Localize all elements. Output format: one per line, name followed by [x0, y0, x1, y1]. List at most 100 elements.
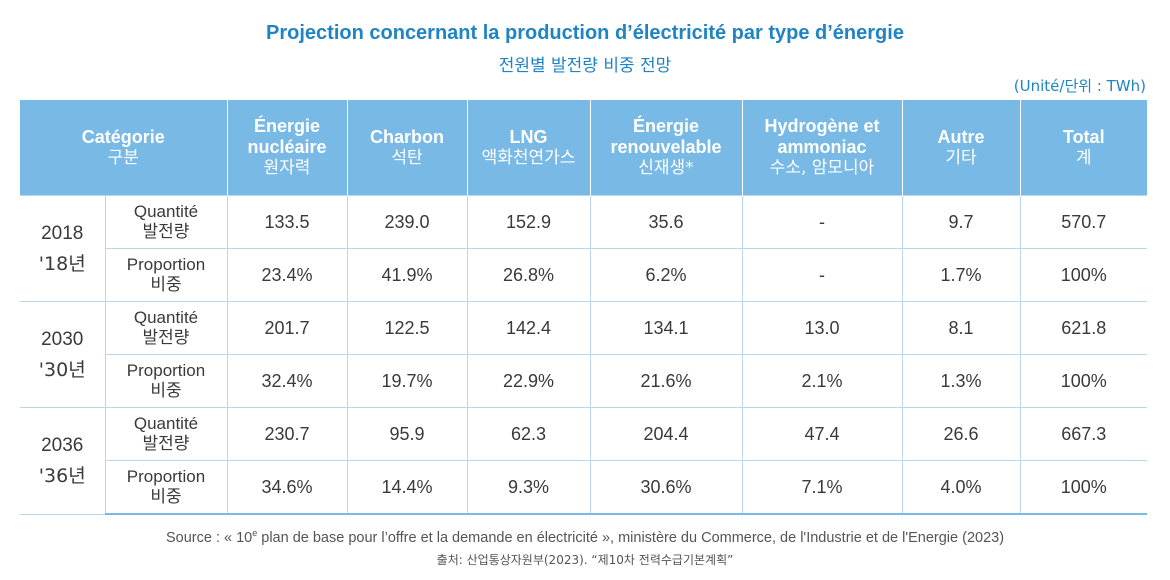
metric-label-ko: 비중	[150, 381, 182, 401]
year-label: 2036	[41, 434, 84, 456]
chart-subtitle: 전원별 발전량 비중 전망	[498, 56, 672, 76]
value-cell-coal: 122.5	[346, 301, 468, 355]
metric-label: Quantité	[133, 414, 199, 433]
header-fr: Énergie renouvelable	[610, 116, 722, 157]
value-cell-total: 100%	[1019, 248, 1147, 302]
quantity-label-cell: Quantité 발전량	[104, 195, 228, 249]
header-fr: Charbon	[370, 126, 444, 147]
table-row: Proportion 비중 23.4% 41.9% 26.8% 6.2% -1.7% 100%	[20, 248, 1147, 302]
header-nuclear: Énergie nucléaire 원자력	[226, 100, 348, 196]
table-body: 2018'18년 Quantité 발전량 133.5 239.0 152.9 35.6-9…	[20, 195, 1147, 515]
year-cell: 2030 '30년	[20, 301, 106, 408]
header-lng: LNG 액화천연가스	[466, 100, 591, 196]
value-cell-other: 1.7%	[901, 248, 1021, 302]
metric-label: Quantité	[133, 202, 199, 221]
value-cell-hydrogen: 7.1%	[741, 460, 903, 515]
header-ko: 수소, 암모니아	[769, 158, 875, 178]
header-ko: 신재생*	[638, 158, 694, 178]
header-fr: Énergie nucléaire	[247, 116, 327, 157]
header-category: Catégorie 구분	[20, 100, 228, 196]
header-row: Catégorie 구분 Énergie nucléaire 원자력 Charb…	[20, 100, 1147, 196]
value-cell-nuclear: 133.5	[226, 195, 348, 249]
value-cell-renewable: 6.2%	[589, 248, 743, 302]
header-ko: 원자력	[263, 158, 311, 178]
year-label-ko: '36년	[38, 464, 86, 487]
table-row: 2018'18년 Quantité 발전량 133.5 239.0 152.9 35.6-9…	[20, 195, 1147, 302]
header-fr: LNG	[509, 126, 548, 147]
value-cell-lng: 26.8%	[466, 248, 591, 302]
year-label: 2018	[41, 222, 84, 244]
chart-title: Projection concernant la production d’él…	[266, 22, 904, 44]
table-row: Proportion 비중 34.6% 14.4% 9.3% 30.6% 7.1% 4.0% 1…	[20, 460, 1147, 515]
value-cell-nuclear: 32.4%	[226, 354, 348, 408]
table-row: 2036'36년 Quantité 발전량 230.7 95.9 62.3 204.4 47.…	[20, 407, 1147, 515]
value-cell-coal: 239.0	[346, 195, 468, 249]
value-cell-other: 4.0%	[901, 460, 1021, 515]
year-label-ko: '18년	[38, 252, 86, 275]
header-ko: 구분	[107, 147, 139, 168]
source-note-ko: 출처: 산업통상자원부(2023). “제10차 전력수급기본계획”	[436, 553, 734, 567]
value-cell-total: 570.7	[1019, 195, 1147, 249]
header-hydrogen: Hydrogène et ammoniac 수소, 암모니아	[741, 100, 903, 196]
header-renewable: Énergie renouvelable 신재생*	[589, 100, 743, 196]
proportion-label-cell: Proportion 비중	[105, 460, 228, 515]
value-cell-total: 667.3	[1019, 407, 1147, 461]
value-cell-nuclear: 23.4%	[226, 248, 348, 302]
table-row: 2030'30년 Quantité 발전량 201.7 122.5 142.4 134.1 1…	[20, 301, 1147, 408]
value-cell-hydrogen: -	[741, 195, 903, 249]
header-coal: Charbon 석탄	[346, 100, 468, 196]
value-cell-renewable: 204.4	[589, 407, 743, 461]
value-cell-lng: 142.4	[466, 301, 591, 355]
metric-label: Proportion	[126, 361, 206, 380]
value-cell-other: 8.1	[901, 301, 1021, 355]
energy-projection-table: Catégorie 구분 Énergie nucléaire 원자력 Charb…	[20, 100, 1147, 515]
value-cell-nuclear: 34.6%	[226, 460, 348, 515]
value-cell-other: 26.6	[901, 407, 1021, 461]
year-label-ko: '30년	[38, 358, 86, 381]
value-cell-renewable: 134.1	[589, 301, 743, 355]
value-cell-nuclear: 201.7	[226, 301, 348, 355]
year-label: 2030	[41, 328, 84, 350]
value-cell-renewable: 30.6%	[589, 460, 743, 515]
metric-label-ko: 비중	[150, 487, 182, 507]
header-ko: 계	[1075, 147, 1092, 168]
header-fr: Catégorie	[81, 126, 165, 147]
value-cell-coal: 41.9%	[346, 248, 468, 302]
header-fr: Total	[1062, 126, 1105, 147]
header-total: Total 계	[1019, 100, 1147, 196]
value-cell-hydrogen: 47.4	[741, 407, 903, 461]
value-cell-hydrogen: 2.1%	[741, 354, 903, 408]
header-ko: 석탄	[391, 147, 423, 168]
source-superscript: e	[252, 528, 258, 538]
header-other: Autre 기타	[901, 100, 1021, 196]
proportion-label-cell: Proportion 비중	[105, 354, 228, 408]
metric-label: Quantité	[133, 308, 199, 327]
value-cell-coal: 19.7%	[346, 354, 468, 408]
value-cell-lng: 152.9	[466, 195, 591, 249]
metric-label-ko: 발전량	[142, 222, 190, 242]
value-cell-total: 100%	[1019, 354, 1147, 408]
value-cell-renewable: 21.6%	[589, 354, 743, 408]
quantity-label-cell: Quantité 발전량	[104, 301, 228, 355]
metric-label-ko: 발전량	[142, 434, 190, 454]
source-note: Source : « 10e plan de base pour l’offre…	[0, 528, 1170, 546]
year-cell: 2018 '18년	[20, 195, 106, 302]
value-cell-hydrogen: 13.0	[741, 301, 903, 355]
value-cell-total: 100%	[1019, 460, 1147, 515]
unit-label: (Unité/단위 : TWh)	[1013, 77, 1146, 95]
metric-label-ko: 발전량	[142, 328, 190, 348]
proportion-label-cell: Proportion 비중	[105, 248, 228, 302]
metric-label: Proportion	[126, 255, 206, 274]
metric-label-ko: 비중	[150, 275, 182, 295]
value-cell-lng: 22.9%	[466, 354, 591, 408]
header-ko: 기타	[945, 147, 977, 168]
year-cell: 2036 '36년	[20, 407, 106, 515]
header-fr: Autre	[937, 126, 985, 147]
value-cell-nuclear: 230.7	[226, 407, 348, 461]
source-prefix: Source : « 10	[165, 529, 253, 546]
metric-label: Proportion	[126, 467, 206, 486]
quantity-label-cell: Quantité 발전량	[104, 407, 228, 461]
value-cell-total: 621.8	[1019, 301, 1147, 355]
source-suffix: plan de base pour l’offre et la demande …	[257, 529, 1005, 546]
value-cell-coal: 95.9	[346, 407, 468, 461]
